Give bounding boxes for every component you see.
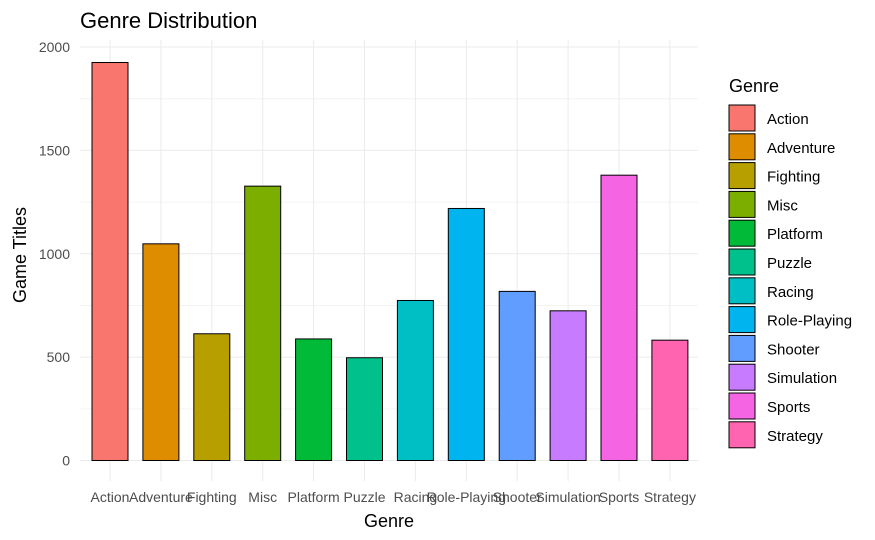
x-tick-label: Puzzle (343, 489, 385, 505)
x-tick-label: Platform (288, 489, 340, 505)
legend-label: Puzzle (767, 255, 812, 272)
bar-role-playing (447, 207, 485, 461)
y-tick-label: 0 (62, 453, 70, 469)
legend-label: Racing (767, 284, 814, 301)
legend-label: Misc (767, 197, 798, 214)
chart-title: Genre Distribution (80, 8, 257, 33)
legend-label: Action (767, 111, 809, 128)
legend-label: Strategy (767, 428, 823, 445)
bars (91, 62, 689, 462)
legend-key-sports (728, 392, 756, 420)
legend-key-strategy (728, 421, 756, 449)
legend-label: Sports (767, 399, 810, 416)
legend-label: Platform (767, 226, 823, 243)
bar-puzzle (346, 357, 383, 461)
x-tick-label: Shooter (493, 489, 542, 505)
x-tick-label: Action (91, 489, 130, 505)
bar-action (91, 62, 129, 461)
x-tick-label: Strategy (644, 489, 696, 505)
legend-label: Simulation (767, 370, 837, 387)
bar-shooter (498, 290, 536, 462)
legend-key-simulation (728, 363, 756, 391)
x-tick-label: Simulation (535, 489, 600, 505)
x-axis-title: Genre (364, 511, 414, 531)
bar-simulation (549, 310, 587, 461)
legend-key-role-playing (728, 306, 756, 334)
legend-key-action (728, 104, 756, 132)
legend: Genre Action Adventure Fighting Misc Platfor… (728, 76, 852, 449)
x-tick-label: Sports (599, 489, 639, 505)
x-tick-label: Fighting (187, 489, 237, 505)
legend-title: Genre (729, 76, 779, 96)
y-tick-label: 1000 (39, 246, 70, 262)
bar-adventure (142, 243, 180, 461)
legend-key-adventure (728, 133, 756, 161)
legend-key-shooter (728, 334, 756, 362)
legend-label: Fighting (767, 169, 820, 186)
y-tick-label: 1500 (39, 142, 70, 158)
legend-label: Adventure (767, 140, 835, 157)
bar-platform (295, 338, 333, 461)
bar-sports (600, 174, 638, 461)
bar-fighting (193, 333, 231, 461)
x-tick-label: Racing (394, 489, 438, 505)
legend-key-fighting (728, 162, 756, 190)
x-tick-label: Adventure (129, 489, 193, 505)
y-tick-label: 2000 (39, 39, 70, 55)
bar-strategy (651, 339, 689, 462)
bar-misc (244, 185, 282, 461)
legend-key-platform (728, 219, 756, 247)
x-tick-label: Role-Playing (427, 489, 506, 505)
y-axis-ticks: 0 500 1000 1500 2000 (39, 39, 70, 469)
legend-label: Role-Playing (767, 313, 852, 330)
legend-key-racing (728, 277, 756, 305)
y-axis-title: Game Titles (10, 207, 30, 303)
bar-racing (396, 299, 434, 461)
y-tick-label: 500 (47, 349, 71, 365)
legend-key-misc (728, 190, 756, 218)
legend-label: Shooter (767, 341, 820, 358)
legend-key-puzzle (728, 248, 756, 276)
x-tick-label: Misc (248, 489, 277, 505)
